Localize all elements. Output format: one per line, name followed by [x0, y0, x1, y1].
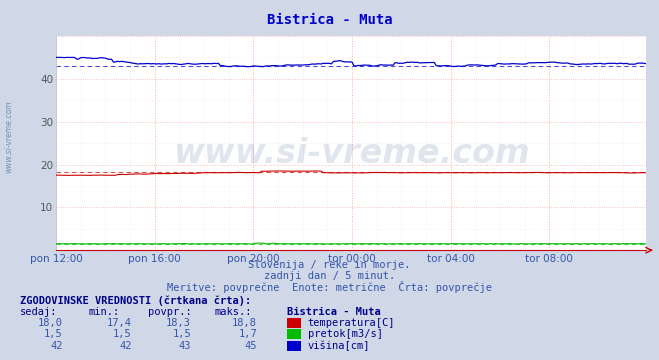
Text: 1,5: 1,5 [173, 329, 191, 339]
Text: 18,3: 18,3 [166, 318, 191, 328]
Text: 1,7: 1,7 [239, 329, 257, 339]
Text: Slovenija / reke in morje.: Slovenija / reke in morje. [248, 260, 411, 270]
Text: 1,5: 1,5 [44, 329, 63, 339]
Text: Bistrica - Muta: Bistrica - Muta [287, 307, 380, 317]
Text: temperatura[C]: temperatura[C] [308, 318, 395, 328]
Text: 1,5: 1,5 [113, 329, 132, 339]
Text: 18,8: 18,8 [232, 318, 257, 328]
Text: 17,4: 17,4 [107, 318, 132, 328]
Text: 18,0: 18,0 [38, 318, 63, 328]
Text: povpr.:: povpr.: [148, 307, 192, 317]
Text: Meritve: povprečne  Enote: metrične  Črta: povprečje: Meritve: povprečne Enote: metrične Črta:… [167, 280, 492, 293]
Text: 42: 42 [119, 341, 132, 351]
Text: zadnji dan / 5 minut.: zadnji dan / 5 minut. [264, 271, 395, 281]
Text: 42: 42 [50, 341, 63, 351]
Text: www.si-vreme.com: www.si-vreme.com [4, 100, 13, 173]
Text: ZGODOVINSKE VREDNOSTI (črtkana črta):: ZGODOVINSKE VREDNOSTI (črtkana črta): [20, 296, 251, 306]
Text: min.:: min.: [89, 307, 120, 317]
Text: pretok[m3/s]: pretok[m3/s] [308, 329, 383, 339]
Text: www.si-vreme.com: www.si-vreme.com [173, 137, 529, 170]
Text: maks.:: maks.: [214, 307, 252, 317]
Text: Bistrica - Muta: Bistrica - Muta [267, 13, 392, 27]
Text: višina[cm]: višina[cm] [308, 341, 370, 351]
Text: 45: 45 [244, 341, 257, 351]
Text: 43: 43 [179, 341, 191, 351]
Text: sedaj:: sedaj: [20, 307, 57, 317]
